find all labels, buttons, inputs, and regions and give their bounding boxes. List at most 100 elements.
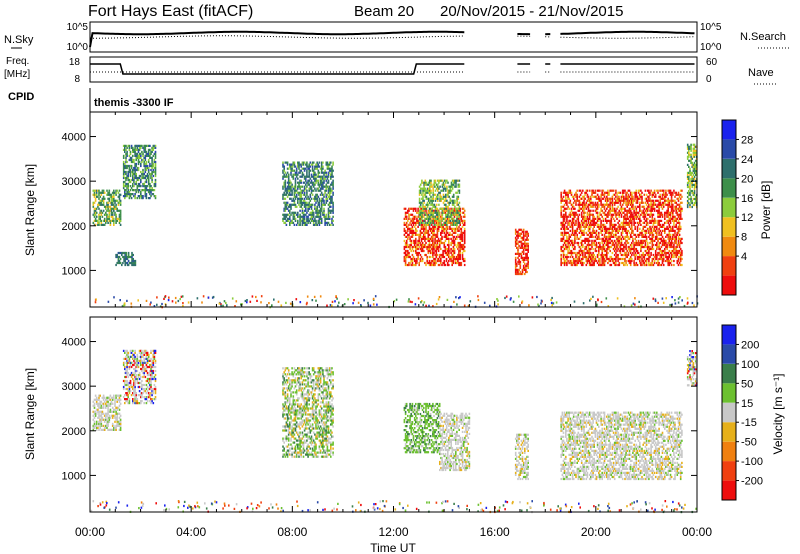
echo-cell — [98, 193, 100, 196]
echo-cell — [311, 203, 314, 206]
echo-cell — [611, 199, 614, 202]
echo-cell — [516, 272, 518, 276]
echo-cell — [516, 230, 518, 233]
echo-cell — [645, 251, 648, 255]
echo-cell — [428, 237, 431, 240]
echo-cell — [640, 261, 642, 265]
echo-cell — [154, 162, 157, 166]
echo-cell — [457, 253, 459, 257]
echo-cell — [607, 243, 609, 247]
echo-cell — [325, 197, 328, 200]
echo-cell — [568, 245, 570, 249]
echo-cell — [413, 225, 416, 228]
echo-cell — [410, 223, 412, 226]
echo-cell — [417, 247, 419, 251]
echo-cell — [636, 243, 639, 247]
echo-cell — [282, 185, 284, 188]
echo-cell — [593, 195, 595, 198]
echo-cell — [447, 215, 449, 218]
echo-cell — [323, 215, 325, 218]
echo-cell — [128, 154, 131, 157]
echo-cell — [423, 207, 425, 210]
echo-cell — [562, 199, 565, 202]
echo-cell — [320, 177, 323, 180]
echo-cell — [583, 221, 585, 224]
echo-cell — [520, 244, 523, 247]
echo-cell — [635, 217, 638, 220]
echo-cell — [522, 232, 525, 235]
echo-cell — [433, 231, 435, 234]
echo-cell — [106, 201, 108, 204]
echo-cell — [565, 255, 567, 259]
echo-cell — [101, 203, 104, 206]
echo-cell — [610, 245, 613, 249]
echo-cell — [635, 201, 638, 204]
echo-cell — [106, 189, 108, 192]
echo-cell — [621, 227, 624, 230]
echo-cell — [443, 207, 446, 210]
echo-cell — [450, 223, 453, 226]
echo-cell — [650, 213, 652, 216]
echo-cell — [451, 219, 454, 222]
echo-cell — [617, 243, 619, 247]
echo-cell — [629, 209, 632, 212]
echo-cell — [310, 163, 313, 166]
echo-cell — [441, 211, 444, 214]
echo-cell — [517, 236, 519, 239]
echo-cell — [422, 197, 424, 200]
echo-cell — [519, 240, 522, 243]
echo-cell — [442, 249, 444, 253]
echo-cell — [579, 193, 582, 196]
echo-cell — [451, 213, 454, 216]
echo-cell — [425, 189, 428, 192]
echo-cell — [610, 221, 613, 224]
echo-cell — [626, 203, 628, 206]
echo-cell — [441, 255, 443, 259]
echo-cell — [98, 215, 100, 218]
echo-cell — [294, 197, 297, 200]
echo-cell — [566, 261, 568, 265]
echo-cell — [609, 207, 611, 210]
echo-cell — [422, 189, 424, 192]
echo-cell — [582, 229, 584, 232]
echo-cell — [130, 158, 133, 162]
echo-cell — [119, 203, 122, 206]
echo-cell — [286, 213, 289, 216]
echo-cell — [332, 191, 334, 194]
echo-cell — [448, 211, 450, 214]
echo-cell — [436, 253, 439, 257]
echo-cell — [143, 144, 145, 147]
echo-cell — [585, 203, 588, 206]
echo-cell — [514, 260, 517, 263]
nsearch-trace — [560, 36, 695, 39]
echo-cell — [656, 253, 658, 257]
echo-cell — [656, 205, 658, 208]
echo-cell — [643, 217, 646, 220]
echo-cell — [579, 253, 582, 257]
echo-cell — [118, 221, 121, 224]
echo-cell — [628, 215, 631, 218]
echo-cell — [440, 197, 442, 200]
echo-cell — [623, 189, 625, 192]
echo-cell — [433, 185, 436, 188]
echo-cell — [517, 232, 519, 235]
echo-cell — [640, 189, 642, 192]
echo-cell — [322, 211, 324, 214]
echo-cell — [621, 261, 624, 265]
echo-cell — [310, 213, 313, 216]
echo-cell — [603, 203, 606, 206]
echo-cell — [644, 213, 647, 216]
echo-cell — [656, 231, 658, 234]
echo-cell — [637, 221, 640, 224]
echo-cell — [521, 268, 524, 271]
echo-cell — [458, 209, 460, 212]
echo-cell — [450, 255, 452, 259]
echo-cell — [587, 255, 590, 259]
echo-cell — [618, 197, 621, 200]
echo-cell — [602, 247, 605, 251]
echo-cell — [566, 201, 568, 204]
echo-cell — [582, 245, 584, 249]
echo-cell — [633, 217, 635, 220]
echo-cell — [113, 199, 115, 202]
echo-cell — [462, 249, 465, 253]
